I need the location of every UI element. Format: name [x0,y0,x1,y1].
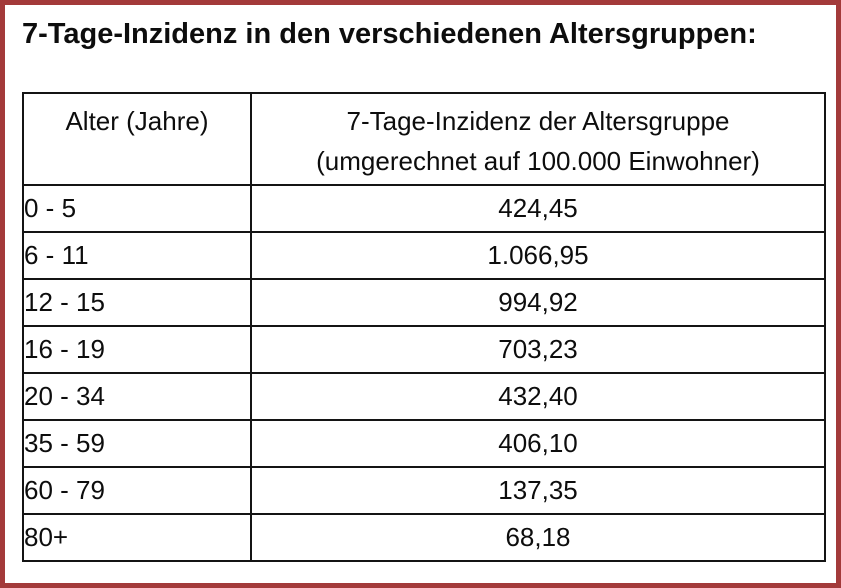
incidence-value-cell: 703,23 [250,325,826,374]
page-title: 7-Tage-Inzidenz in den verschiedenen Alt… [22,18,757,50]
incidence-table: Alter (Jahre) 7-Tage-Inzidenz der Alters… [22,92,826,562]
incidence-value-cell: 68,18 [250,513,826,562]
age-group-cell: 20 - 34 [22,372,252,421]
table-row: 12 - 15 994,92 [22,278,826,327]
age-group-cell: 6 - 11 [22,231,252,280]
incidence-value-cell: 424,45 [250,184,826,233]
red-annotation-frame: 7-Tage-Inzidenz in den verschiedenen Alt… [5,18,836,562]
age-group-cell: 35 - 59 [22,419,252,468]
column-header-incidence-line2: (umgerechnet auf 100.000 Einwohner) [316,146,760,176]
table-row: 16 - 19 703,23 [22,325,826,374]
age-group-cell: 0 - 5 [22,184,252,233]
table-header-row: Alter (Jahre) 7-Tage-Inzidenz der Alters… [22,92,826,186]
column-header-incidence: 7-Tage-Inzidenz der Altersgruppe (umgere… [250,92,826,186]
table-row: 60 - 79 137,35 [22,466,826,515]
table-row: 35 - 59 406,10 [22,419,826,468]
age-group-cell: 12 - 15 [22,278,252,327]
incidence-value-cell: 1.066,95 [250,231,826,280]
table-row: 80+ 68,18 [22,513,826,562]
incidence-value-cell: 432,40 [250,372,826,421]
table-row: 6 - 11 1.066,95 [22,231,826,280]
table-row: 0 - 5 424,45 [22,184,826,233]
column-header-incidence-line1: 7-Tage-Inzidenz der Altersgruppe [346,106,730,136]
column-header-age: Alter (Jahre) [22,92,252,186]
table-row: 20 - 34 432,40 [22,372,826,421]
incidence-value-cell: 406,10 [250,419,826,468]
age-group-cell: 60 - 79 [22,466,252,515]
incidence-value-cell: 137,35 [250,466,826,515]
table-body: 0 - 5 424,45 6 - 11 1.066,95 12 - 15 994… [22,184,826,562]
age-group-cell: 16 - 19 [22,325,252,374]
incidence-value-cell: 994,92 [250,278,826,327]
age-group-cell: 80+ [22,513,252,562]
